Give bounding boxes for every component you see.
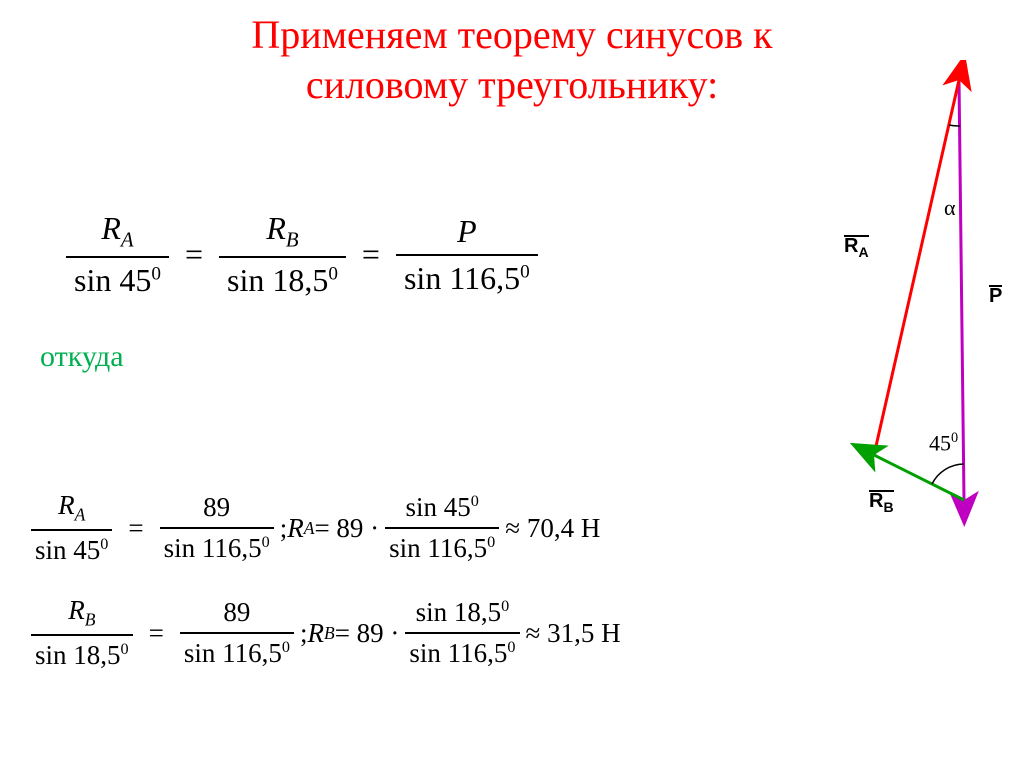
p-lbl: P — [989, 285, 1002, 307]
b-rsub: B — [324, 623, 335, 644]
a-lsup: 0 — [100, 535, 108, 553]
frac-ra: RA sin 450 — [66, 210, 169, 299]
deg2: 0 — [328, 264, 338, 285]
vector-p — [959, 80, 964, 500]
ra-vector-label: RA — [844, 235, 869, 260]
title-line-1: Применяем теорему синусов к — [251, 12, 772, 57]
b-rvar: R — [307, 618, 324, 649]
b-approx: ≈ 31,5 Н — [526, 618, 621, 649]
force-triangle-diagram: α RA P RB 450 — [784, 60, 1024, 560]
b-mnum: 89 — [219, 597, 254, 632]
sin185: sin 18,5 — [227, 262, 328, 298]
b-rfn: sin 18,5 — [416, 597, 502, 627]
equation-rb: RB sin 18,50 = 89 sin 116,50 ; RB = 89 ·… — [25, 595, 621, 671]
ra-lbls: A — [858, 244, 868, 260]
a-lnum: R — [58, 490, 75, 520]
b-eq89: = 89 · — [335, 618, 400, 649]
equals-2: = — [362, 236, 380, 273]
sin45: sin 45 — [74, 262, 151, 298]
otkuda-label: откуда — [40, 340, 124, 374]
deg3: 0 — [520, 261, 530, 282]
title-line-2: силовому треугольнику: — [306, 62, 718, 107]
a-msup: 0 — [262, 533, 270, 551]
angle45-arc — [932, 464, 964, 484]
a-lden: sin 45 — [35, 535, 100, 565]
equals-1: = — [185, 236, 203, 273]
ra-subscript: A — [121, 228, 134, 251]
p-vector-label: P — [989, 285, 1002, 308]
p-symbol: P — [457, 213, 477, 249]
a-eq89: = 89 · — [314, 513, 379, 544]
frac-p: P sin 116,50 — [396, 213, 538, 297]
deg1: 0 — [151, 264, 161, 285]
a45: 45 — [929, 430, 951, 455]
b-rfds: 0 — [507, 638, 515, 656]
rb-vector-label: RB — [869, 490, 894, 515]
a-rfds: 0 — [487, 533, 495, 551]
b-lnum: R — [68, 595, 85, 625]
a-rfn: sin 45 — [406, 492, 471, 522]
b-msup: 0 — [282, 638, 290, 656]
alpha-label: α — [944, 195, 956, 221]
a-approx: ≈ 70,4 Н — [505, 513, 600, 544]
angle45-label: 450 — [929, 430, 958, 456]
ra-symbol: R — [101, 210, 121, 246]
a-rfd: sin 116,5 — [389, 533, 487, 563]
a-mden: sin 116,5 — [164, 533, 262, 563]
b-rfns: 0 — [501, 597, 509, 615]
rb-lbl: R — [869, 490, 883, 512]
b-lden: sin 18,5 — [35, 640, 121, 670]
a-rfns: 0 — [471, 492, 479, 510]
main-equation: RA sin 450 = RB sin 18,50 = P sin 116,50 — [60, 210, 544, 299]
a-mnum: 89 — [199, 492, 234, 527]
equation-ra: RA sin 450 = 89 sin 116,50 ; RA = 89 · s… — [25, 490, 600, 566]
a45s: 0 — [951, 430, 958, 446]
a-rvar: R — [287, 513, 304, 544]
ra-lbl: R — [844, 235, 858, 257]
b-rfd: sin 116,5 — [409, 638, 507, 668]
a-lsub: A — [75, 504, 86, 524]
b-lsub: B — [85, 609, 96, 629]
b-mden: sin 116,5 — [184, 638, 282, 668]
vector-ra — [874, 80, 959, 455]
rb-symbol: R — [266, 210, 286, 246]
b-lsup: 0 — [121, 640, 129, 658]
rb-subscript: B — [286, 228, 299, 251]
frac-rb: RB sin 18,50 — [219, 210, 346, 299]
a-rsub: A — [304, 518, 315, 539]
sin1165: sin 116,5 — [404, 260, 520, 296]
rb-lbls: B — [883, 499, 893, 515]
diagram-svg — [784, 60, 1024, 560]
